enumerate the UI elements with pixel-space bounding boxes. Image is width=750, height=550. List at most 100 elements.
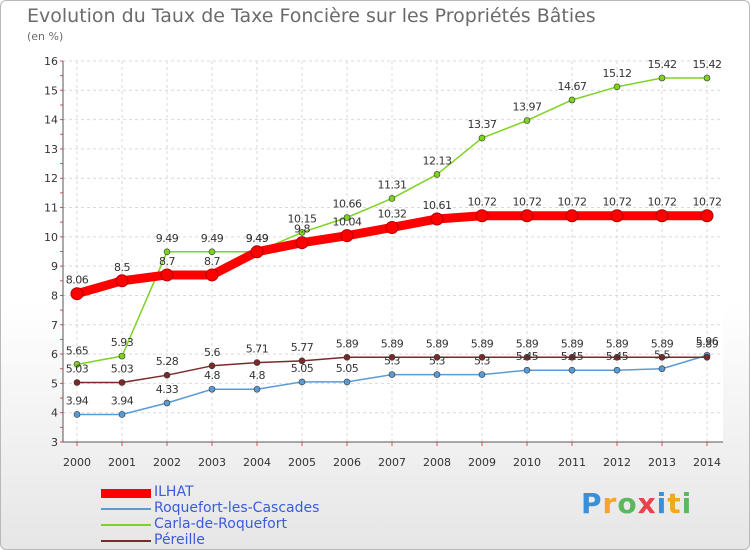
data-point-pereille xyxy=(703,354,711,361)
data-point-ilhat xyxy=(160,268,174,282)
logo-letter: t xyxy=(667,487,682,520)
x-tick-label: 2001 xyxy=(108,456,136,469)
legend-swatch-roquefort-les-cascades xyxy=(101,508,151,510)
data-point-carla-de-roquefort xyxy=(208,248,216,256)
data-label-pereille: 5.89 xyxy=(516,337,539,350)
data-point-pereille xyxy=(658,354,666,361)
logo-letter: r xyxy=(602,487,618,520)
data-label-carla-de-roquefort: 10.15 xyxy=(288,212,317,225)
logo-letter: o xyxy=(617,487,638,520)
x-tick-label: 2003 xyxy=(198,456,226,469)
data-point-carla-de-roquefort xyxy=(163,248,171,256)
data-point-carla-de-roquefort xyxy=(703,74,711,82)
data-label-carla-de-roquefort: 5.65 xyxy=(66,344,89,357)
data-point-carla-de-roquefort xyxy=(478,134,486,142)
legend-label-pereille: Péreille xyxy=(154,532,205,548)
data-label-roquefort-les-cascades: 5.45 xyxy=(561,350,584,363)
legend-item-carla-de-roquefort: Carla-de-Roquefort xyxy=(101,516,361,533)
y-tick-label: 13 xyxy=(44,143,58,156)
x-tick-label: 2012 xyxy=(603,456,631,469)
data-label-ilhat: 8.06 xyxy=(66,274,89,287)
data-label-pereille: 5.28 xyxy=(156,355,179,368)
data-label-pereille: 5.89 xyxy=(606,337,629,350)
data-point-pereille xyxy=(253,359,261,366)
y-tick-label: 5 xyxy=(51,377,58,390)
x-tick-label: 2006 xyxy=(333,456,361,469)
data-point-ilhat xyxy=(385,220,399,234)
data-label-carla-de-roquefort: 9.49 xyxy=(246,232,269,245)
data-point-ilhat xyxy=(610,209,624,223)
data-label-ilhat: 10.72 xyxy=(513,196,542,209)
data-point-roquefort-les-cascades xyxy=(73,411,81,418)
data-point-carla-de-roquefort xyxy=(343,214,351,221)
y-tick-label: 7 xyxy=(51,319,58,332)
data-point-roquefort-les-cascades xyxy=(253,385,261,393)
data-label-ilhat: 10.72 xyxy=(648,196,677,209)
data-label-pereille: 5.89 xyxy=(381,337,404,350)
logo-letter: i xyxy=(681,487,693,520)
data-point-carla-de-roquefort xyxy=(433,171,441,178)
data-point-pereille xyxy=(478,354,486,361)
data-point-ilhat xyxy=(295,236,309,250)
data-point-pereille xyxy=(433,354,441,361)
data-label-carla-de-roquefort: 11.31 xyxy=(378,178,407,191)
data-point-ilhat xyxy=(430,212,444,226)
data-point-pereille xyxy=(343,354,351,361)
data-label-pereille: 5.89 xyxy=(471,337,494,350)
data-label-roquefort-les-cascades: 3.94 xyxy=(111,394,134,407)
data-point-roquefort-les-cascades xyxy=(433,371,441,378)
logo-letter: i xyxy=(656,487,668,520)
data-label-ilhat: 8.7 xyxy=(159,255,175,268)
data-point-pereille xyxy=(613,354,621,361)
data-point-roquefort-les-cascades xyxy=(208,385,216,393)
x-tick-label: 2014 xyxy=(693,456,721,469)
data-point-carla-de-roquefort xyxy=(568,96,576,104)
data-label-ilhat: 9.8 xyxy=(294,223,310,236)
data-label-carla-de-roquefort: 13.97 xyxy=(513,100,542,113)
data-point-pereille xyxy=(163,371,171,379)
data-label-pereille: 5.89 xyxy=(561,337,584,350)
data-label-ilhat: 10.72 xyxy=(558,196,587,209)
data-point-ilhat xyxy=(205,268,219,282)
x-tick-label: 2002 xyxy=(153,456,181,469)
legend-label-carla-de-roquefort: Carla-de-Roquefort xyxy=(154,516,287,532)
data-label-ilhat: 10.72 xyxy=(468,196,497,209)
data-point-ilhat xyxy=(655,209,669,223)
data-label-pereille: 5.89 xyxy=(696,337,719,350)
data-point-ilhat xyxy=(565,209,579,223)
data-point-ilhat xyxy=(115,274,129,288)
chart-legend: ILHAT Roquefort-les-Cascades Carla-de-Ro… xyxy=(101,484,361,549)
data-label-pereille: 5.89 xyxy=(651,337,674,350)
data-label-pereille: 5.03 xyxy=(66,363,89,376)
data-point-ilhat xyxy=(250,245,264,259)
legend-item-ilhat: ILHAT xyxy=(101,484,361,501)
chart-subtitle: (en %) xyxy=(27,30,64,43)
data-point-pereille xyxy=(523,354,531,361)
data-point-roquefort-les-cascades xyxy=(523,366,531,374)
data-label-roquefort-les-cascades: 5.5 xyxy=(654,349,670,362)
y-tick-label: 15 xyxy=(44,84,58,97)
data-label-pereille: 5.71 xyxy=(246,343,269,356)
data-label-roquefort-les-cascades: 5.3 xyxy=(429,355,445,368)
data-label-roquefort-les-cascades: 5.05 xyxy=(291,362,314,375)
y-tick-label: 6 xyxy=(51,348,58,361)
data-label-roquefort-les-cascades: 3.94 xyxy=(66,394,89,407)
legend-label-roquefort-les-cascades: Roquefort-les-Cascades xyxy=(154,500,320,516)
data-point-pereille xyxy=(208,362,216,370)
data-point-ilhat xyxy=(340,229,354,243)
data-label-ilhat: 10.04 xyxy=(333,216,362,229)
data-label-roquefort-les-cascades: 5.96 xyxy=(696,335,719,348)
data-label-carla-de-roquefort: 15.12 xyxy=(603,67,632,80)
data-point-roquefort-les-cascades xyxy=(298,378,306,386)
data-label-roquefort-les-cascades: 5.3 xyxy=(384,355,400,368)
data-label-ilhat: 9.49 xyxy=(246,232,269,245)
y-tick-label: 12 xyxy=(44,172,58,185)
y-tick-label: 9 xyxy=(51,260,58,273)
data-label-carla-de-roquefort: 15.42 xyxy=(693,58,722,71)
data-point-carla-de-roquefort xyxy=(658,74,666,82)
data-point-pereille xyxy=(73,379,81,386)
data-label-carla-de-roquefort: 14.67 xyxy=(558,80,587,93)
legend-label-ilhat: ILHAT xyxy=(154,484,194,500)
data-point-roquefort-les-cascades xyxy=(388,371,396,378)
